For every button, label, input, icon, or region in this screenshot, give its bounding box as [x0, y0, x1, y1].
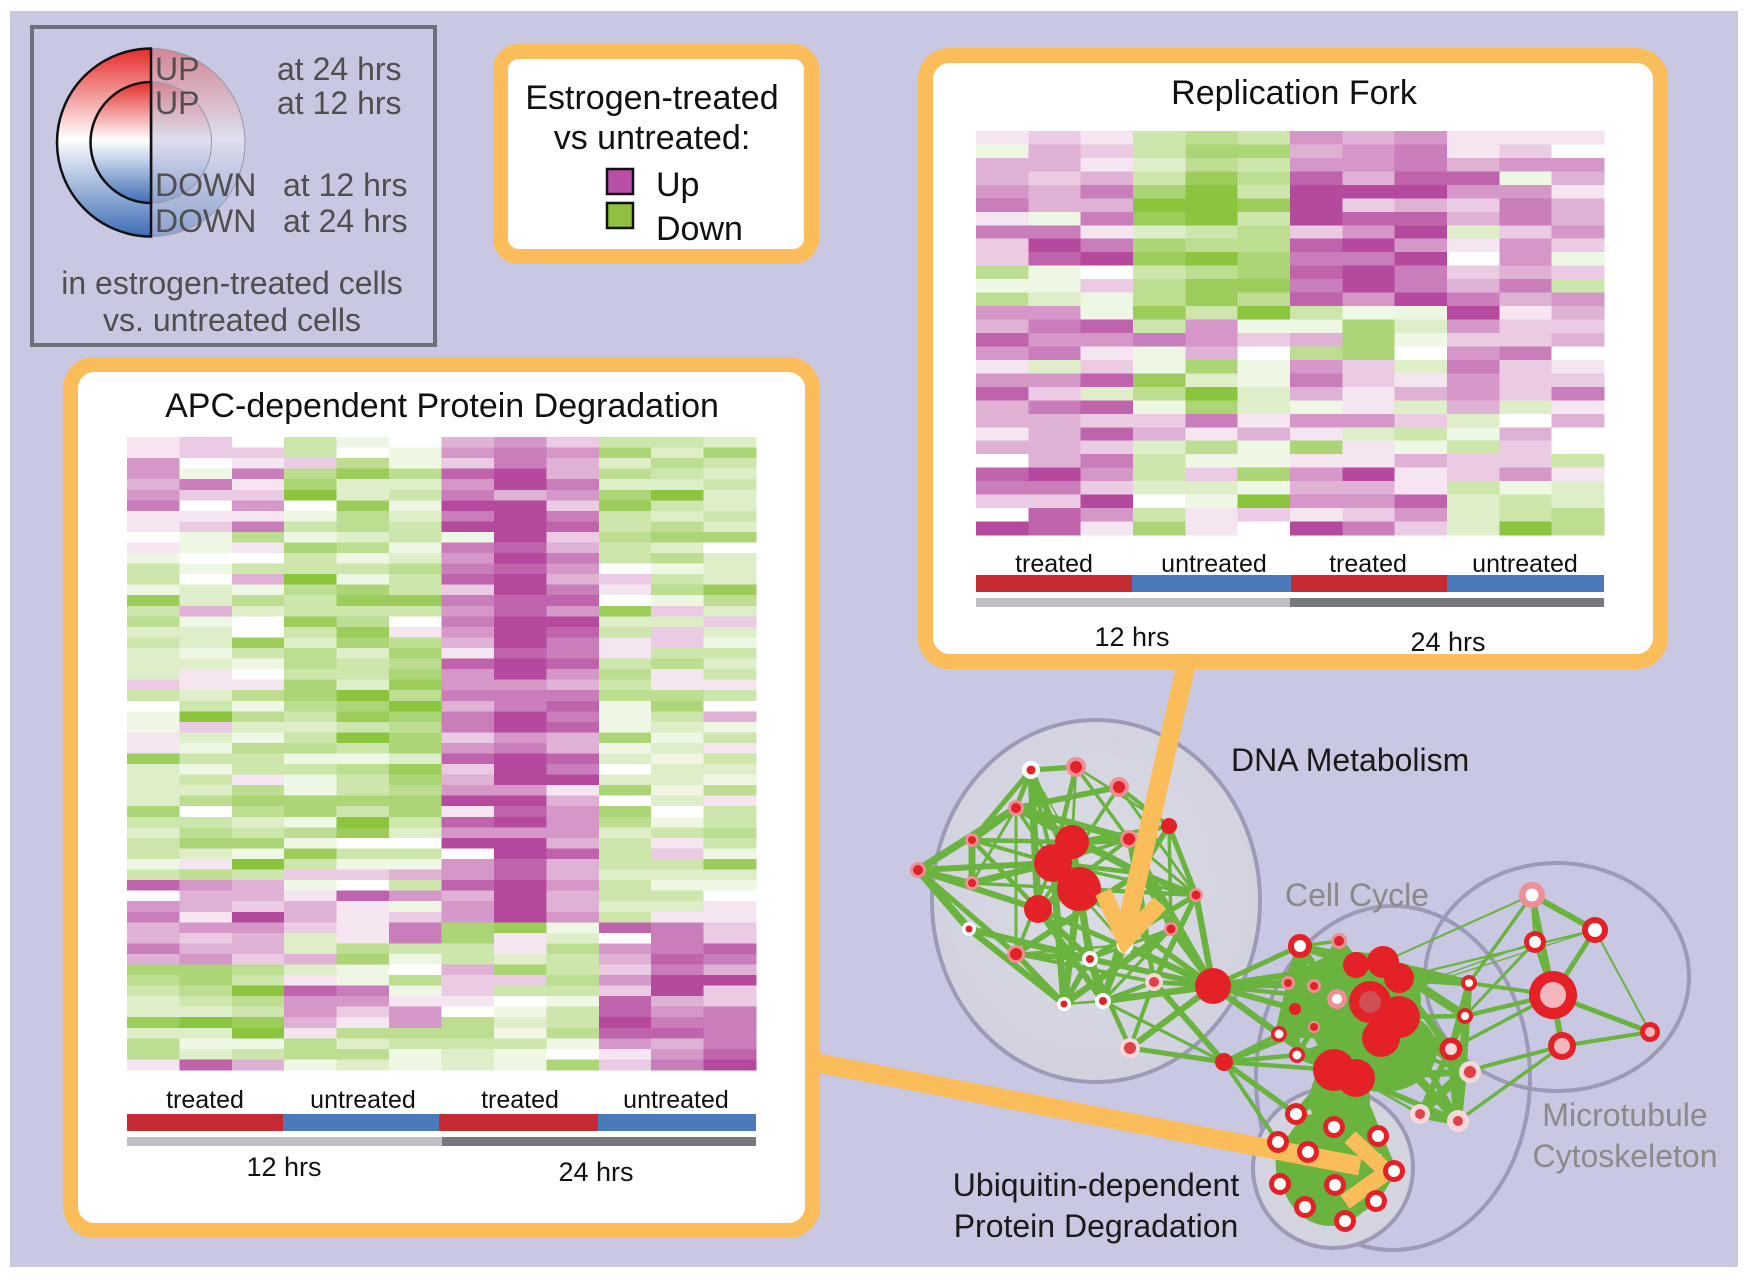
svg-text:at 24 hrs: at 24 hrs — [277, 51, 402, 87]
svg-text:APC-dependent Protein Degradat: APC-dependent Protein Degradation — [165, 387, 719, 425]
svg-text:Microtubule: Microtubule — [1542, 1097, 1707, 1133]
svg-text:Ubiquitin-dependent: Ubiquitin-dependent — [953, 1167, 1240, 1203]
svg-text:DOWN: DOWN — [155, 167, 256, 203]
svg-text:treated: treated — [1015, 550, 1093, 578]
svg-text:DOWN: DOWN — [155, 203, 256, 239]
svg-text:Up: Up — [656, 166, 699, 204]
svg-text:Cell Cycle: Cell Cycle — [1285, 877, 1429, 913]
svg-text:at 12 hrs: at 12 hrs — [283, 167, 408, 203]
svg-text:Cytoskeleton: Cytoskeleton — [1533, 1138, 1718, 1174]
svg-text:12 hrs: 12 hrs — [1094, 622, 1169, 652]
svg-text:24 hrs: 24 hrs — [1410, 627, 1485, 657]
svg-text:vs untreated:: vs untreated: — [554, 119, 751, 157]
svg-text:at 24 hrs: at 24 hrs — [283, 203, 408, 239]
svg-text:UP: UP — [155, 85, 199, 121]
svg-text:treated: treated — [166, 1086, 244, 1114]
svg-text:Protein Degradation: Protein Degradation — [954, 1208, 1239, 1244]
svg-text:treated: treated — [481, 1086, 559, 1114]
svg-text:Replication Fork: Replication Fork — [1171, 74, 1418, 112]
svg-text:12 hrs: 12 hrs — [246, 1152, 321, 1182]
svg-text:at 12 hrs: at 12 hrs — [277, 85, 402, 121]
svg-text:untreated: untreated — [623, 1086, 729, 1114]
svg-text:Down: Down — [656, 210, 743, 248]
svg-text:Estrogen-treated: Estrogen-treated — [525, 79, 778, 117]
svg-text:vs. untreated cells: vs. untreated cells — [103, 302, 361, 338]
svg-text:untreated: untreated — [1161, 550, 1267, 578]
svg-text:untreated: untreated — [1472, 550, 1578, 578]
svg-text:treated: treated — [1329, 550, 1407, 578]
svg-text:in estrogen-treated cells: in estrogen-treated cells — [61, 265, 403, 301]
svg-text:untreated: untreated — [310, 1086, 416, 1114]
svg-text:24 hrs: 24 hrs — [558, 1157, 633, 1187]
svg-text:UP: UP — [155, 51, 199, 87]
svg-text:DNA Metabolism: DNA Metabolism — [1231, 742, 1469, 778]
